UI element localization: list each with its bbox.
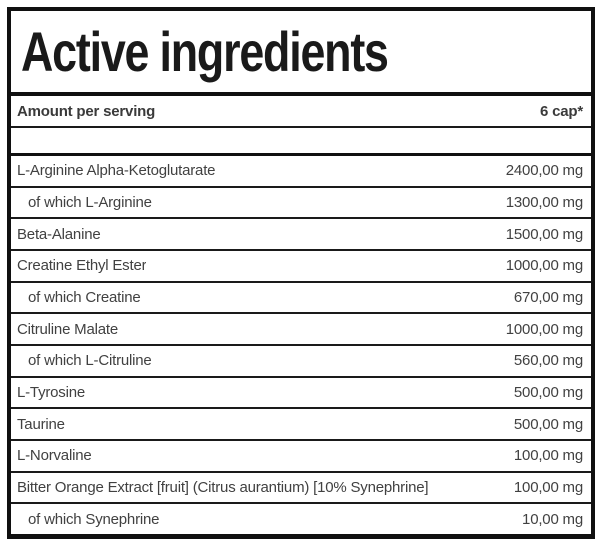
ingredient-row: Taurine 500,00 mg <box>11 409 591 442</box>
header-serving-size: 6 cap* <box>540 102 583 120</box>
ingredient-name: L-Arginine Alpha-Ketoglutarate <box>17 162 216 180</box>
ingredient-name: Citruline Malate <box>17 320 119 338</box>
ingredient-amount: 1300,00 mg <box>505 194 583 211</box>
ingredient-row: Beta-Alanine 1500,00 mg <box>11 219 591 252</box>
ingredient-amount: 500,00 mg <box>513 415 583 433</box>
ingredient-name: of which L-Citruline <box>28 352 152 370</box>
ingredient-name: L-Tyrosine <box>17 384 86 402</box>
ingredient-name: Bitter Orange Extract [fruit] (Citrus au… <box>17 479 429 497</box>
ingredient-row: L-Norvaline 100,00 mg <box>11 441 591 473</box>
ingredient-name: of which L-Arginine <box>28 194 152 211</box>
header-amount-per-serving: Amount per serving <box>17 102 156 120</box>
panel-title-block: Active ingredients <box>11 11 591 96</box>
ingredient-row: of which L-Arginine 1300,00 mg <box>11 188 591 220</box>
ingredient-name: of which Synephrine <box>28 510 160 528</box>
active-ingredients-panel: Active ingredients Amount per serving 6 … <box>7 7 595 539</box>
ingredient-amount: 10,00 mg <box>522 510 583 528</box>
ingredient-name: Beta-Alanine <box>17 225 101 243</box>
spacer-row <box>11 128 591 156</box>
ingredient-amount: 500,00 mg <box>513 384 583 402</box>
ingredient-row: of which L-Citruline 560,00 mg <box>11 346 591 378</box>
table-header-row: Amount per serving 6 cap* <box>11 96 591 128</box>
panel-title: Active ingredients <box>21 20 389 83</box>
ingredient-amount: 2400,00 mg <box>505 162 583 180</box>
ingredient-name: Taurine <box>17 415 65 433</box>
ingredient-name: of which Creatine <box>28 289 141 307</box>
ingredient-amount: 1500,00 mg <box>505 225 583 243</box>
ingredient-row: Creatine Ethyl Ester 1000,00 mg <box>11 251 591 283</box>
ingredient-amount: 670,00 mg <box>513 289 583 307</box>
ingredient-amount: 1000,00 mg <box>505 320 583 338</box>
ingredient-row: of which Creatine 670,00 mg <box>11 283 591 315</box>
ingredient-amount: 1000,00 mg <box>505 257 583 275</box>
ingredient-name: Creatine Ethyl Ester <box>17 257 147 275</box>
ingredient-amount: 100,00 mg <box>513 479 583 497</box>
ingredient-row: L-Tyrosine 500,00 mg <box>11 378 591 410</box>
ingredient-row: L-Arginine Alpha-Ketoglutarate 2400,00 m… <box>11 156 591 188</box>
ingredient-amount: 560,00 mg <box>513 352 583 370</box>
ingredient-row: Bitter Orange Extract [fruit] (Citrus au… <box>11 473 591 505</box>
ingredient-row: Citruline Malate 1000,00 mg <box>11 314 591 347</box>
ingredient-name: L-Norvaline <box>17 447 92 465</box>
ingredient-amount: 100,00 mg <box>513 447 583 465</box>
ingredient-row: of which Synephrine 10,00 mg <box>11 504 591 534</box>
ingredient-rows: L-Arginine Alpha-Ketoglutarate 2400,00 m… <box>11 156 591 534</box>
